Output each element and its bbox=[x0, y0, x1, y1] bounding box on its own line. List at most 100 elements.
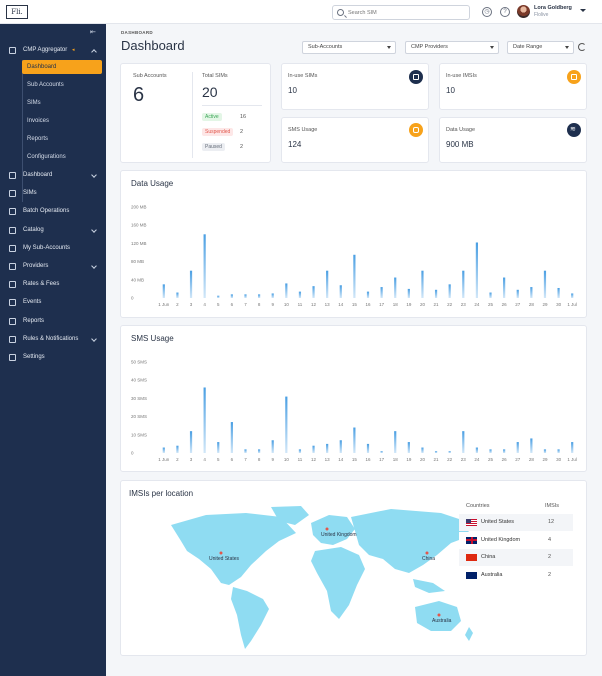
bar[interactable] bbox=[271, 440, 274, 453]
bar[interactable] bbox=[448, 451, 451, 453]
bar[interactable] bbox=[271, 293, 274, 298]
sidebar-item-catalog[interactable]: Catalog bbox=[0, 222, 106, 238]
table-row[interactable]: Australia 2 bbox=[459, 566, 573, 584]
avatar[interactable] bbox=[517, 5, 530, 18]
bar[interactable] bbox=[326, 443, 329, 453]
bar[interactable] bbox=[353, 427, 356, 453]
bar[interactable] bbox=[421, 447, 424, 453]
bar[interactable] bbox=[203, 387, 206, 453]
bar[interactable] bbox=[339, 440, 342, 453]
cmp-providers-dropdown[interactable]: CMP Providers bbox=[405, 41, 499, 54]
bar[interactable] bbox=[230, 294, 233, 298]
bar[interactable] bbox=[516, 442, 519, 453]
bar[interactable] bbox=[257, 294, 261, 298]
bar[interactable] bbox=[530, 438, 533, 453]
sidebar-item-batch-operations[interactable]: Batch Operations bbox=[0, 203, 106, 219]
search-input[interactable] bbox=[348, 7, 466, 18]
sidebar-item-rates-fees[interactable]: Rates & Fees bbox=[0, 276, 106, 292]
bar[interactable] bbox=[462, 270, 465, 298]
bar[interactable] bbox=[571, 442, 574, 453]
sidebar-subitem-dashboard[interactable]: Dashboard bbox=[22, 60, 102, 74]
bar[interactable] bbox=[380, 287, 383, 298]
bar[interactable] bbox=[176, 445, 179, 453]
bar[interactable] bbox=[489, 292, 492, 298]
status-badge-paused[interactable]: Paused bbox=[202, 143, 225, 151]
bar[interactable] bbox=[176, 292, 179, 298]
collapse-sidebar-icon[interactable]: ⇤ bbox=[90, 29, 96, 36]
sub-accounts-dropdown[interactable]: Sub-Accounts bbox=[302, 41, 396, 54]
time-icon[interactable]: ◷ bbox=[482, 7, 492, 17]
bar[interactable] bbox=[557, 449, 560, 453]
bar[interactable] bbox=[285, 283, 288, 298]
search-box[interactable] bbox=[332, 5, 470, 20]
sidebar-item-cmp-aggregator[interactable]: CMP Aggregator ◂ bbox=[0, 42, 106, 58]
table-row[interactable]: China 2 bbox=[459, 549, 573, 566]
bar[interactable] bbox=[298, 291, 302, 298]
table-row[interactable]: United States 12 bbox=[459, 514, 573, 531]
bar[interactable] bbox=[312, 286, 315, 298]
bar[interactable] bbox=[557, 287, 560, 298]
sidebar-item-dashboard[interactable]: Dashboard bbox=[0, 167, 106, 183]
sidebar-item-reports[interactable]: Reports bbox=[0, 313, 106, 329]
bar[interactable] bbox=[312, 445, 315, 453]
bar[interactable] bbox=[257, 449, 261, 453]
sms-usage-card[interactable]: SMS Usage 124 bbox=[281, 117, 429, 163]
date-range-dropdown[interactable]: Date Range bbox=[507, 41, 574, 54]
sidebar-subitem-sub-accounts[interactable]: Sub Accounts bbox=[27, 82, 64, 88]
sidebar-item-rules-notifications[interactable]: Rules & Notifications bbox=[0, 331, 106, 347]
bar[interactable] bbox=[407, 442, 410, 453]
bar[interactable] bbox=[189, 431, 193, 453]
bar[interactable] bbox=[530, 287, 533, 298]
user-menu-chevron-icon[interactable] bbox=[580, 9, 586, 12]
bar[interactable] bbox=[189, 270, 193, 298]
bar[interactable] bbox=[503, 277, 506, 298]
bar[interactable] bbox=[217, 295, 220, 298]
bar[interactable] bbox=[571, 293, 574, 298]
bar[interactable] bbox=[162, 284, 165, 298]
sidebar-subitem-reports[interactable]: Reports bbox=[27, 136, 49, 142]
bar[interactable] bbox=[366, 443, 370, 453]
sidebar-item-events[interactable]: Events bbox=[0, 294, 106, 310]
sidebar-subitem-configurations[interactable]: Configurations bbox=[27, 154, 66, 160]
bar[interactable] bbox=[421, 270, 424, 298]
status-badge-active[interactable]: Active bbox=[202, 113, 222, 121]
bar[interactable] bbox=[543, 449, 547, 453]
help-icon[interactable]: ? bbox=[500, 7, 510, 17]
bar[interactable] bbox=[503, 449, 506, 453]
data-usage-card[interactable]: Data Usage 900 MB ≋ bbox=[439, 117, 587, 163]
bar[interactable] bbox=[353, 254, 356, 298]
bar[interactable] bbox=[285, 396, 288, 453]
table-row[interactable]: United Kingdom 4 bbox=[459, 531, 573, 549]
status-badge-suspended[interactable]: Suspended bbox=[202, 128, 234, 136]
sidebar-subitem-sims[interactable]: SIMs bbox=[27, 100, 41, 106]
bar[interactable] bbox=[475, 242, 479, 298]
refresh-icon[interactable] bbox=[578, 43, 586, 51]
bar[interactable] bbox=[394, 431, 397, 453]
sidebar-subitem-invoices[interactable]: Invoices bbox=[27, 118, 50, 124]
bar[interactable] bbox=[543, 270, 547, 298]
bar[interactable] bbox=[230, 422, 233, 453]
sidebar-item-sims[interactable]: SIMs bbox=[0, 185, 106, 201]
bar[interactable] bbox=[203, 234, 206, 298]
bar[interactable] bbox=[434, 451, 438, 453]
bar[interactable] bbox=[244, 294, 247, 298]
bar[interactable] bbox=[326, 270, 329, 298]
sidebar-item-my-sub-accounts[interactable]: My Sub-Accounts bbox=[0, 240, 106, 256]
bar[interactable] bbox=[394, 277, 397, 298]
bar[interactable] bbox=[516, 289, 519, 298]
sidebar-item-settings[interactable]: Settings bbox=[0, 349, 106, 365]
bar[interactable] bbox=[244, 449, 247, 453]
bar[interactable] bbox=[462, 431, 465, 453]
bar[interactable] bbox=[489, 449, 492, 453]
app-logo[interactable]: Fli. bbox=[6, 5, 28, 19]
bar[interactable] bbox=[366, 291, 370, 298]
bar[interactable] bbox=[217, 442, 220, 453]
sidebar-item-providers[interactable]: Providers bbox=[0, 258, 106, 274]
bar[interactable] bbox=[448, 284, 451, 298]
bar[interactable] bbox=[339, 285, 342, 298]
bar[interactable] bbox=[434, 289, 438, 298]
bar[interactable] bbox=[407, 288, 410, 298]
inuse-sims-card[interactable]: In-use SIMs 10 bbox=[281, 63, 429, 110]
bar[interactable] bbox=[162, 447, 165, 453]
bar[interactable] bbox=[380, 451, 383, 453]
